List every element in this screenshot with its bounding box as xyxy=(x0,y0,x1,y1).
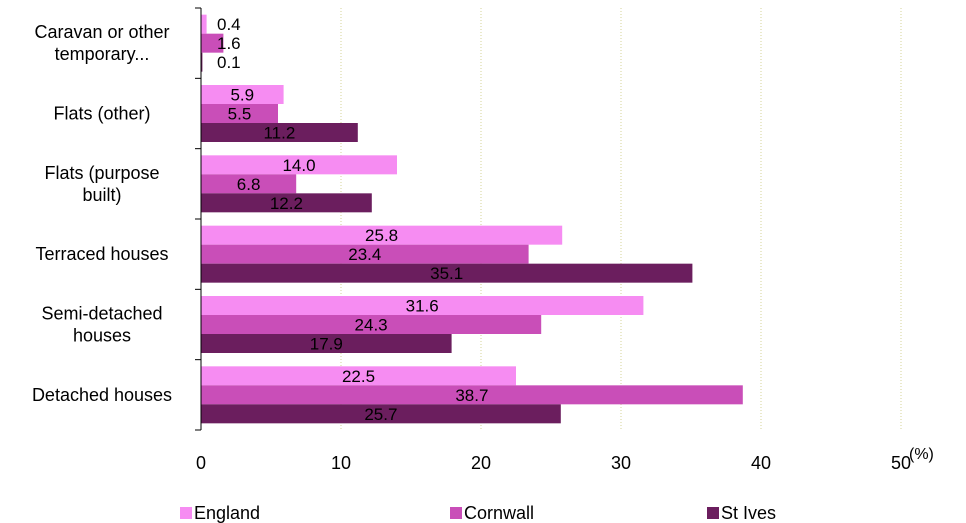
bar-label-st-ives-0: 0.1 xyxy=(217,53,241,72)
bar-label-st-ives-1: 11.2 xyxy=(263,124,295,143)
bar-label-cornwall-4: 24.3 xyxy=(355,316,388,335)
bars xyxy=(201,15,743,424)
x-tick-labels: 0 10 20 30 40 50 xyxy=(196,453,911,473)
bar-label-england-3: 25.8 xyxy=(365,226,398,245)
bar-label-england-0: 0.4 xyxy=(217,15,241,34)
bar-label-cornwall-1: 5.5 xyxy=(228,105,252,124)
x-tick-label-40: 40 xyxy=(751,453,771,473)
category-label-3: Terraced houses xyxy=(35,244,168,264)
legend-swatch-england xyxy=(180,507,192,519)
bar-label-cornwall-5: 38.7 xyxy=(455,386,488,405)
x-tick-label-20: 20 xyxy=(471,453,491,473)
x-tick-label-50: 50 xyxy=(891,453,911,473)
legend-label-cornwall: Cornwall xyxy=(464,503,534,523)
axes xyxy=(195,8,201,430)
bar-label-cornwall-0: 1.6 xyxy=(217,34,241,53)
x-tick-label-10: 10 xyxy=(331,453,351,473)
legend-label-st-ives: St Ives xyxy=(721,503,776,523)
bar-label-england-5: 22.5 xyxy=(342,367,375,386)
category-label-2: Flats (purpose built) xyxy=(44,163,159,205)
legend: England Cornwall St Ives xyxy=(180,503,776,523)
legend-swatch-st-ives xyxy=(707,507,719,519)
x-tick-label-30: 30 xyxy=(611,453,631,473)
bar-label-cornwall-3: 23.4 xyxy=(348,245,381,264)
bar-label-england-4: 31.6 xyxy=(406,297,439,316)
bar-england-0 xyxy=(201,15,207,34)
bar-label-st-ives-4: 17.9 xyxy=(310,335,343,354)
bar-label-st-ives-5: 25.7 xyxy=(364,405,397,424)
bar-label-cornwall-2: 6.8 xyxy=(237,175,261,194)
x-tick-label-0: 0 xyxy=(196,453,206,473)
bar-label-st-ives-3: 35.1 xyxy=(430,264,463,283)
bar-labels: 0.41.60.1 5.95.5 11.2 14.0 6.8 12.2 25.823.4 35… xyxy=(217,15,488,424)
legend-label-england: England xyxy=(194,503,260,523)
legend-swatch-cornwall xyxy=(450,507,462,519)
category-label-4: Semi-detached houses xyxy=(41,304,162,346)
category-label-5: Detached houses xyxy=(32,385,172,405)
bar-label-st-ives-2: 12.2 xyxy=(270,194,303,213)
x-unit-label: (%) xyxy=(909,446,934,463)
category-label-0: Caravan or other temporary... xyxy=(34,22,169,64)
category-labels: Caravan or other temporary... Flats (other… xyxy=(32,22,172,405)
bar-label-england-1: 5.9 xyxy=(230,86,254,105)
bar-label-england-2: 14.0 xyxy=(282,156,315,175)
category-label-1: Flats (other) xyxy=(53,104,150,124)
